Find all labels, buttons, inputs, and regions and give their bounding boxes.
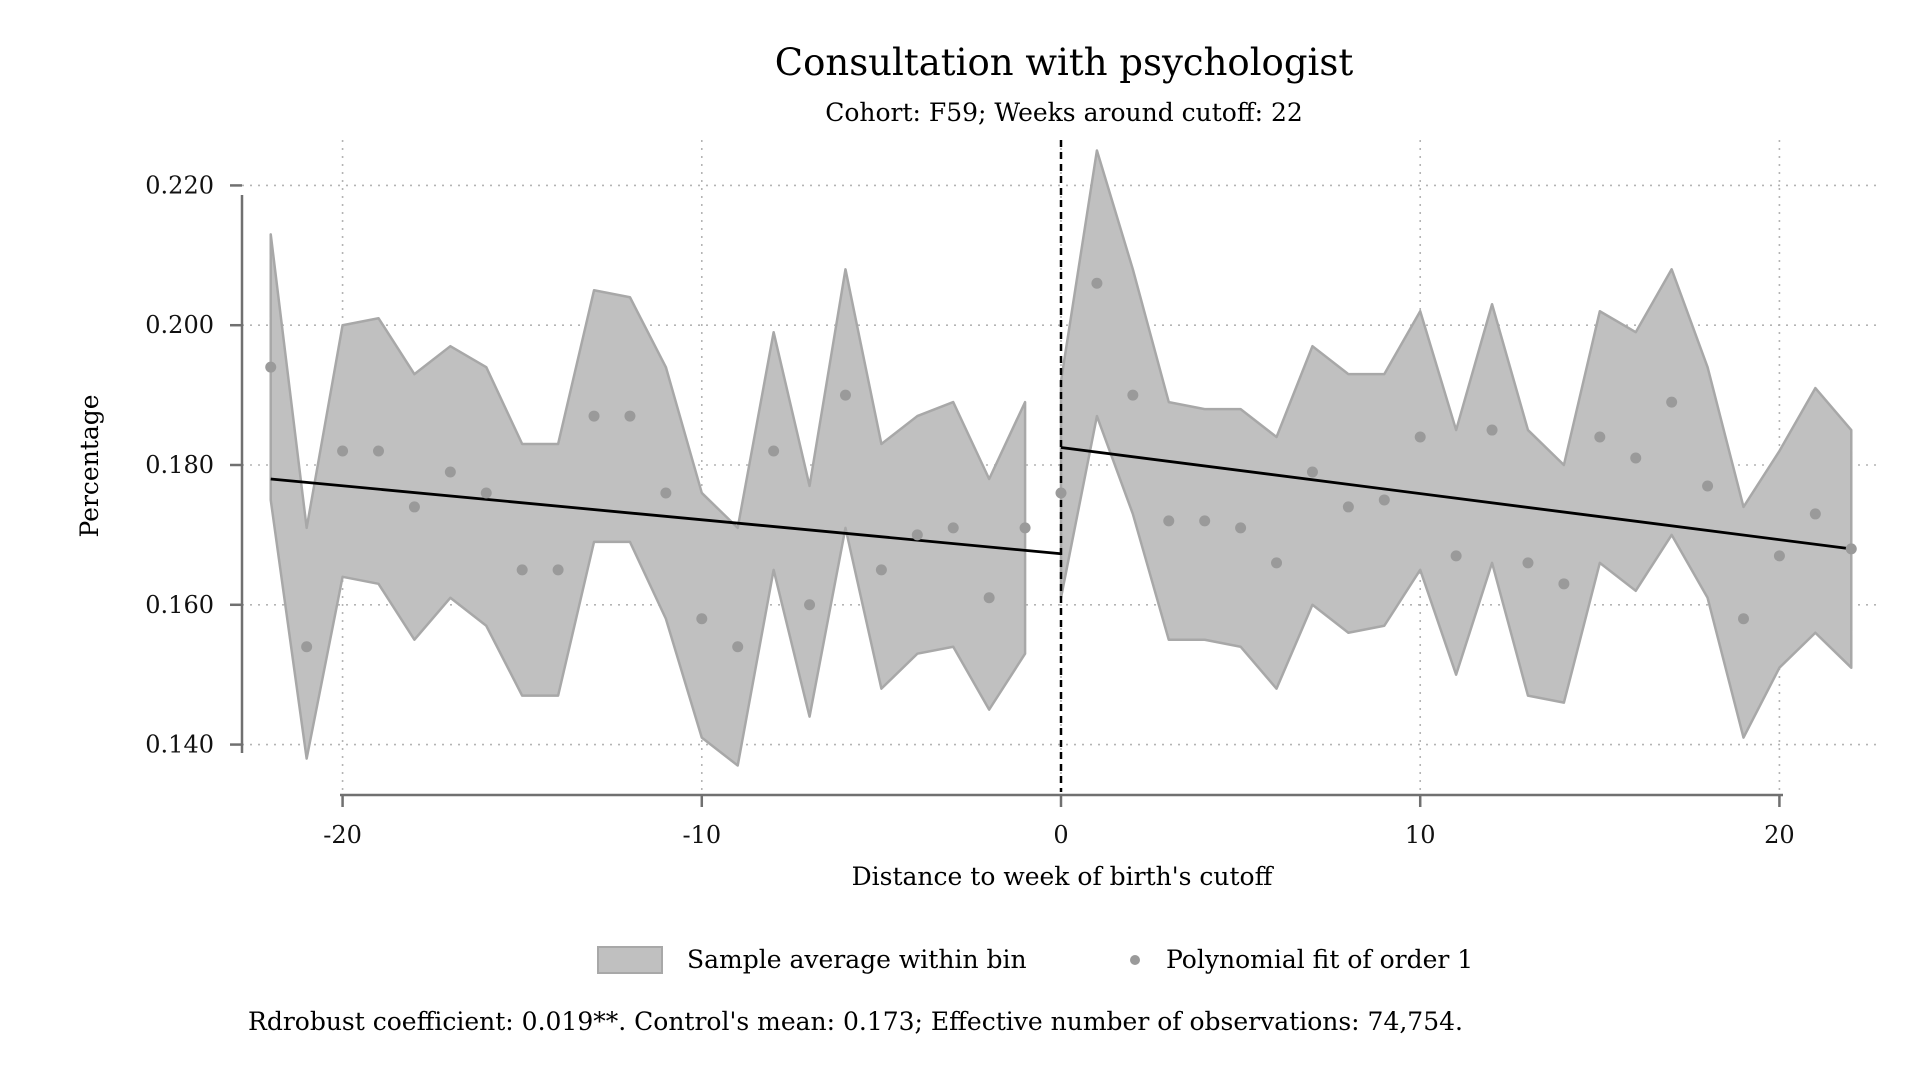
y-tick-label: 0.220 <box>145 171 214 199</box>
data-point <box>660 487 672 499</box>
confidence-bands <box>269 149 1853 767</box>
legend-label-points: Polynomial fit of order 1 <box>1166 945 1473 974</box>
data-point <box>1630 452 1642 464</box>
data-point <box>1378 494 1390 506</box>
data-point <box>1055 487 1067 499</box>
x-axis-label: Distance to week of birth's cutoff <box>852 862 1275 891</box>
data-point <box>552 564 564 576</box>
x-tick-label: 0 <box>1053 821 1068 849</box>
legend-label-band: Sample average within bin <box>687 945 1027 974</box>
y-tick-label: 0.160 <box>145 591 214 619</box>
data-point <box>1773 550 1785 562</box>
chart-subtitle: Cohort: F59; Weeks around cutoff: 22 <box>825 98 1303 127</box>
data-point <box>1199 515 1211 527</box>
data-point <box>983 592 995 604</box>
data-point <box>1127 389 1139 401</box>
data-point <box>1414 431 1426 443</box>
data-point <box>1666 396 1678 408</box>
fit-line-left <box>270 477 1062 556</box>
data-point <box>875 564 887 576</box>
data-point <box>1235 522 1247 534</box>
y-tick-label: 0.180 <box>145 451 214 479</box>
y-tick-label: 0.200 <box>145 311 214 339</box>
data-point <box>804 599 816 611</box>
x-tick-label: 20 <box>1764 821 1795 849</box>
data-point <box>480 487 492 499</box>
data-point <box>1558 578 1570 590</box>
data-point <box>1522 557 1534 569</box>
data-point <box>1163 515 1175 527</box>
data-point <box>1019 522 1031 534</box>
x-tick-label: -10 <box>682 821 721 849</box>
data-point <box>624 410 636 422</box>
confidence-band-left <box>269 233 1027 767</box>
data-point <box>1271 557 1283 569</box>
legend-swatch-band <box>597 946 663 974</box>
data-point <box>301 641 313 653</box>
chart-title: Consultation with psychologist <box>775 41 1354 84</box>
data-point <box>1306 466 1318 478</box>
data-point <box>1738 613 1749 625</box>
data-point <box>1702 480 1714 492</box>
fit-line-right <box>1060 446 1852 551</box>
legend-marker-points <box>1130 955 1140 965</box>
data-point <box>444 466 456 478</box>
data-point <box>265 361 277 373</box>
data-point <box>839 389 851 401</box>
footnote: Rdrobust coefficient: 0.019**. Control's… <box>248 1007 1463 1036</box>
data-point <box>1486 424 1498 436</box>
data-point <box>1342 501 1354 513</box>
data-points <box>265 277 1857 653</box>
axes: 0.140 0.160 0.180 0.200 0.220 -20 -10 0 10 20 <box>145 171 1794 849</box>
y-axis-label: Percentage <box>75 394 104 537</box>
confidence-band-right <box>1059 149 1853 739</box>
data-point <box>1845 543 1857 555</box>
data-point <box>732 641 744 653</box>
data-point <box>947 522 959 534</box>
legend: Sample average within bin Polynomial fit… <box>597 945 1473 974</box>
data-point <box>337 445 349 457</box>
data-point <box>1809 508 1821 520</box>
data-point <box>768 445 780 457</box>
data-point <box>588 410 600 422</box>
data-point <box>408 501 420 513</box>
data-point <box>373 445 384 457</box>
x-tick-label: -20 <box>323 821 362 849</box>
data-point <box>911 529 923 541</box>
x-tick-label: 10 <box>1405 821 1436 849</box>
y-tick-label: 0.140 <box>145 731 214 759</box>
fit-lines <box>270 446 1852 556</box>
data-point <box>696 613 708 625</box>
data-point <box>1091 277 1103 289</box>
data-point <box>1594 431 1606 443</box>
data-point <box>1450 550 1462 562</box>
data-point <box>516 564 528 576</box>
